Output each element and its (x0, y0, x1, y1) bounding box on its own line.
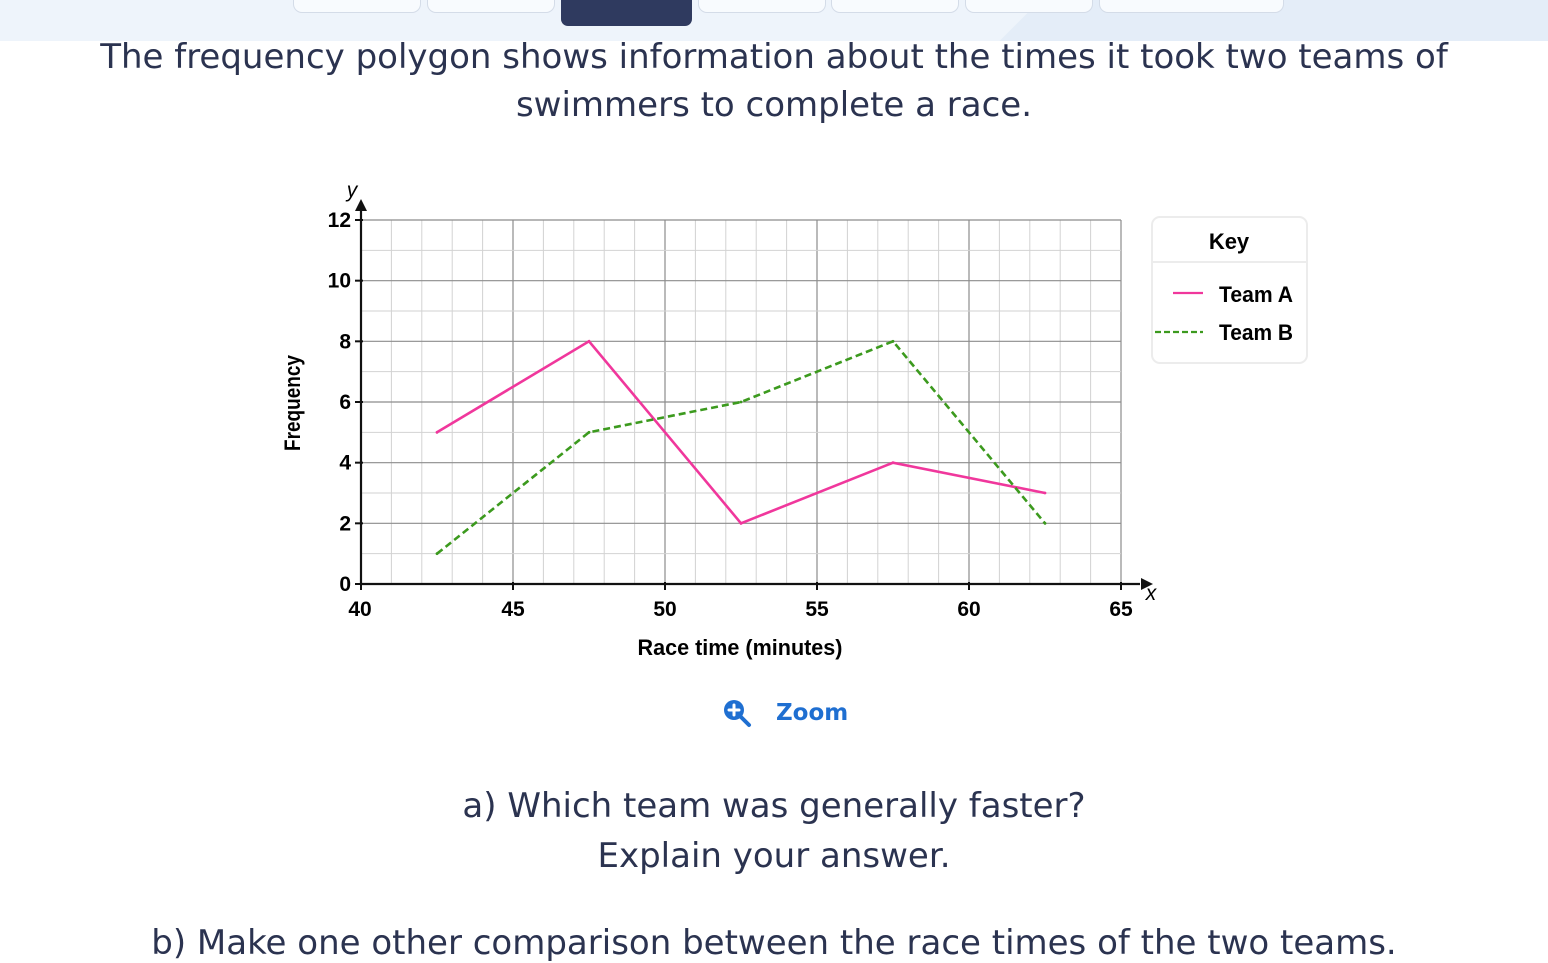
x-tick-label: 65 (1109, 598, 1133, 621)
y-tick-label: 12 (328, 209, 351, 232)
question-intro-line-1: The frequency polygon shows information … (0, 37, 1548, 77)
top-navigation-bar (0, 0, 1548, 41)
x-tick-label: 40 (348, 598, 371, 621)
x-tick-label: 50 (653, 598, 676, 621)
y-axis-title: Frequency (280, 354, 305, 451)
question-tab-5[interactable] (831, 0, 959, 13)
question-tab-1[interactable] (293, 0, 421, 13)
question-tab-6[interactable] (965, 0, 1093, 13)
data-point-team-b (1044, 522, 1047, 525)
zoom-button[interactable]: Zoom (722, 695, 848, 731)
data-point-team-b (588, 431, 591, 434)
axis-ticks: 40 45 50 55 60 65 0 2 4 6 8 10 12 (328, 209, 1133, 621)
y-tick-label: 8 (339, 330, 351, 353)
question-tab-3-active[interactable] (561, 0, 692, 26)
legend-title: Key (1209, 229, 1250, 254)
question-tab-7[interactable] (1099, 0, 1284, 13)
y-tick-label: 4 (339, 452, 351, 475)
zoom-label: Zoom (776, 700, 848, 726)
y-tick-label: 6 (339, 391, 351, 414)
question-intro-line-2: swimmers to complete a race. (0, 85, 1548, 125)
question-tab-4[interactable] (698, 0, 826, 13)
legend-label-team-b: Team B (1219, 320, 1293, 345)
question-part-b: b) Make one other comparison between the… (0, 923, 1548, 963)
y-tick-label: 2 (339, 512, 351, 535)
data-point-team-b (740, 401, 743, 404)
y-tick-label: 0 (339, 573, 351, 596)
data-point-team-b (436, 552, 439, 555)
x-tick-label: 55 (805, 598, 829, 621)
x-axis-title: Race time (minutes) (638, 635, 843, 660)
y-tick-label: 10 (328, 270, 351, 293)
question-part-a-line-2: Explain your answer. (0, 836, 1548, 876)
data-point-team-a (436, 431, 439, 434)
y-axis-symbol: y (345, 179, 359, 202)
question-part-a-line-1: a) Which team was generally faster? (0, 786, 1548, 826)
data-point-team-a (740, 522, 743, 525)
data-point-team-b (892, 340, 895, 343)
data-point-team-a (892, 461, 895, 464)
zoom-in-icon (722, 698, 752, 728)
x-tick-label: 45 (501, 598, 525, 621)
data-point-team-a (1044, 492, 1047, 495)
x-tick-label: 60 (957, 598, 980, 621)
legend-label-team-a: Team A (1219, 282, 1293, 307)
chart-axes: x y Race time (minutes) Frequency (280, 179, 1158, 660)
data-point-team-a (588, 340, 591, 343)
question-tab-2[interactable] (427, 0, 555, 13)
chart-legend: Key Team A Team B (1152, 217, 1307, 363)
x-axis-symbol: x (1145, 582, 1158, 605)
